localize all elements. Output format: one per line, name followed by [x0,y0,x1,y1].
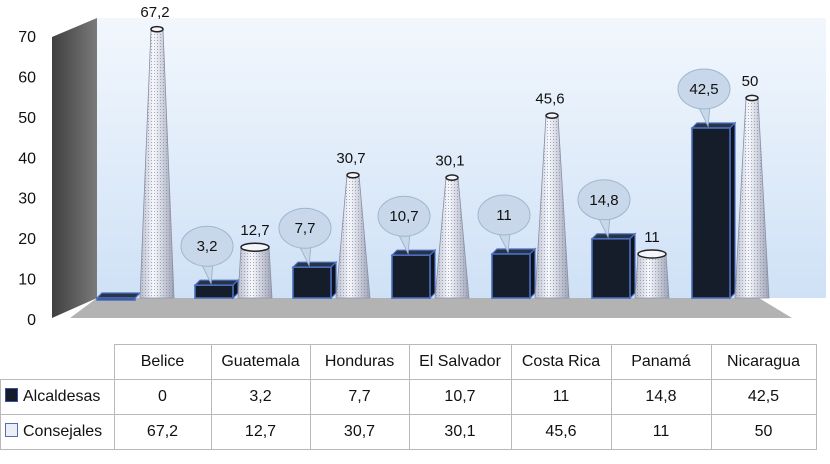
bar-alcaldesas [590,232,637,300]
table-cell: 0 [113,379,212,415]
row-label: Consejales [23,423,103,440]
bar-alcaldesas [193,278,240,300]
y-tick-label: 50 [18,110,36,127]
y-tick-label: 10 [18,272,36,289]
table-cell: 45,6 [510,414,612,450]
data-label-alcaldesas: 10,7 [377,195,431,255]
y-tick-label: 30 [18,191,36,208]
legend-swatch-consejales [5,423,18,437]
y-tick-label: 40 [18,150,36,167]
table-header-cell: Guatemala [210,344,311,380]
svg-text:11: 11 [496,207,512,224]
table-header-cell: El Salvador [408,344,512,380]
cone-consejales [434,174,470,299]
table-cell: 42,5 [710,379,817,415]
table-row: Alcaldesas 0 3,2 7,7 10,7 11 14,8 42,5 [0,379,817,415]
data-label-consejales: 45,6 [535,91,564,108]
svg-text:10,7: 10,7 [389,208,418,225]
table-cell: 11 [510,379,612,415]
table-header-cell: Costa Rica [510,344,612,380]
bar-alcaldesas [291,260,338,300]
table-cell: 14,8 [610,379,712,415]
table-cell: 3,2 [210,379,311,415]
data-label-consejales: 50 [742,73,759,90]
legend-swatch-alcaldesas [5,388,18,402]
table-cell: 50 [710,414,817,450]
bar-alcaldesas [390,248,437,300]
y-tick-label: 60 [18,69,36,86]
table-corner [1,345,115,380]
table-cell: 10,7 [408,379,512,415]
cone-consejales [534,112,570,299]
y-tick-label: 20 [18,231,36,248]
legend-alcaldesas: Alcaldesas [0,379,115,415]
table-header-cell: Nicaragua [710,344,817,380]
cone-consejales [139,25,175,299]
data-label-consejales: 67,2 [140,4,169,21]
y-tick-label: 0 [27,312,36,329]
table-header-cell: Honduras [309,344,410,380]
table-cell: 12,7 [210,414,311,450]
data-table: Belice Guatemala Honduras El Salvador Co… [0,344,817,450]
data-label-alcaldesas: 42,5 [677,68,731,128]
table-cell: 7,7 [309,379,410,415]
data-label-consejales: 12,7 [240,222,269,239]
cone-consejales [634,249,670,299]
bar-alcaldesas [490,247,537,300]
data-label-alcaldesas: 14,8 [577,179,631,239]
data-label-consejales: 30,7 [336,150,365,167]
svg-text:42,5: 42,5 [689,81,718,98]
table-row: Consejales 67,2 12,7 30,7 30,1 45,6 11 5… [0,414,817,450]
y-tick-label: 70 [18,29,36,46]
data-label-consejales: 11 [644,229,660,246]
chart-floor [70,298,792,318]
svg-text:3,2: 3,2 [197,238,218,255]
cone-consejales [237,242,273,299]
table-header-row: Belice Guatemala Honduras El Salvador Co… [1,344,817,380]
table-header-cell: Panamá [610,344,712,380]
table-cell: 67,2 [113,414,212,450]
bar-alcaldesas [690,121,737,300]
table-cell: 30,7 [309,414,410,450]
chart-area: 0 10 20 30 40 50 60 70 67,2 3,2 12,7 7,7 30,7 10,7 30… [18,4,826,329]
data-label-alcaldesas: 11 [477,194,531,254]
table-header-cell: Belice [113,344,212,380]
legend-consejales: Consejales [0,414,115,450]
svg-text:14,8: 14,8 [589,192,618,209]
cone-consejales [335,171,371,299]
data-label-consejales: 30,1 [435,153,464,170]
data-label-alcaldesas: 3,2 [180,225,234,285]
bar-alcaldesas [95,292,142,301]
data-label-alcaldesas: 7,7 [278,207,332,267]
svg-text:7,7: 7,7 [295,220,316,237]
row-label: Alcaldesas [23,388,101,405]
cone-consejales [734,94,770,299]
table-cell: 11 [610,414,712,450]
side-wall [52,18,97,318]
table-cell: 30,1 [408,414,512,450]
